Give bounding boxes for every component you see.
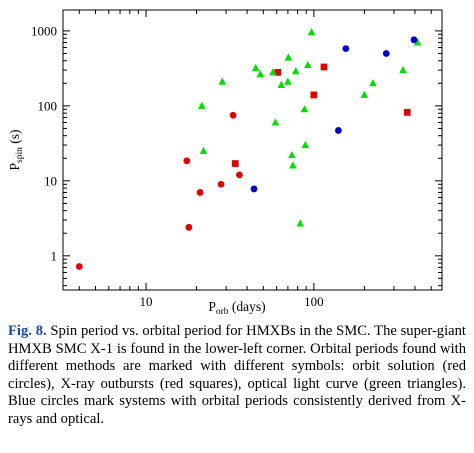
data-point-circle — [75, 263, 83, 270]
figure-caption: Fig. 8. Spin period vs. orbital period f… — [8, 323, 466, 429]
data-point-circle — [250, 185, 258, 193]
data-point-triangle — [284, 53, 293, 61]
caption-text: Spin period vs. orbital period for HMXBs… — [8, 323, 466, 427]
data-points — [75, 28, 422, 270]
tick-labels: 10 100 1 10 100 1000 — [31, 23, 324, 309]
y-tick-label: 1 — [51, 248, 58, 263]
data-point-triangle — [218, 77, 227, 85]
y-axis-label: Pspin (s) — [7, 130, 25, 171]
data-point-square — [403, 108, 411, 116]
data-point-triangle — [291, 67, 300, 75]
y-tick-label: 10 — [44, 173, 57, 188]
data-point-square — [320, 63, 328, 71]
data-point-triangle — [289, 161, 297, 169]
y-axis-label-main: P — [7, 163, 22, 171]
data-point-triangle — [369, 79, 377, 87]
data-point-triangle — [300, 105, 309, 113]
data-point-triangle — [296, 219, 305, 227]
y-axis-label-unit: (s) — [7, 130, 22, 148]
data-point-square — [231, 160, 239, 167]
data-point-square — [310, 91, 318, 99]
y-axis-label-sub: spin — [15, 147, 25, 163]
data-point-triangle — [271, 118, 280, 126]
x-axis-label: Porb (days) — [208, 299, 265, 317]
axis-ticks — [63, 10, 442, 290]
data-point-circle — [185, 223, 193, 231]
plot-frame — [62, 9, 443, 291]
x-tick-label: 100 — [304, 294, 324, 309]
data-point-triangle — [288, 150, 296, 159]
data-point-circle — [236, 171, 243, 179]
data-point-triangle — [413, 38, 422, 46]
data-point-circle — [335, 127, 342, 134]
data-point-square — [274, 68, 282, 76]
y-tick-label: 1000 — [31, 23, 57, 38]
data-point-triangle — [284, 77, 292, 85]
data-point-triangle — [303, 60, 312, 69]
data-point-triangle — [301, 140, 310, 149]
data-point-triangle — [360, 90, 369, 98]
x-axis-label-sub: orb — [216, 307, 229, 317]
data-point-triangle — [256, 69, 265, 78]
data-point-triangle — [198, 101, 206, 109]
figure-label: Fig. 8. — [8, 323, 47, 339]
data-point-triangle — [269, 68, 277, 76]
data-point-circle — [196, 189, 204, 196]
data-point-circle — [410, 36, 418, 44]
data-point-circle — [229, 111, 237, 119]
y-tick-label: 100 — [38, 98, 58, 113]
data-point-triangle — [307, 28, 316, 36]
x-tick-label: 10 — [140, 294, 153, 309]
scatter-plot: 10 100 1 10 100 1000 Porb (days) Pspin (s) — [7, 9, 443, 317]
data-point-circle — [183, 157, 191, 165]
data-point-circle — [382, 50, 390, 57]
x-axis-label-unit: (days) — [229, 299, 266, 314]
data-point-triangle — [277, 80, 286, 88]
data-point-triangle — [399, 65, 407, 74]
data-point-circle — [217, 180, 225, 188]
x-axis-label-main: P — [208, 299, 216, 314]
data-point-triangle — [251, 63, 260, 71]
data-point-triangle — [199, 146, 208, 155]
data-point-circle — [342, 45, 350, 53]
